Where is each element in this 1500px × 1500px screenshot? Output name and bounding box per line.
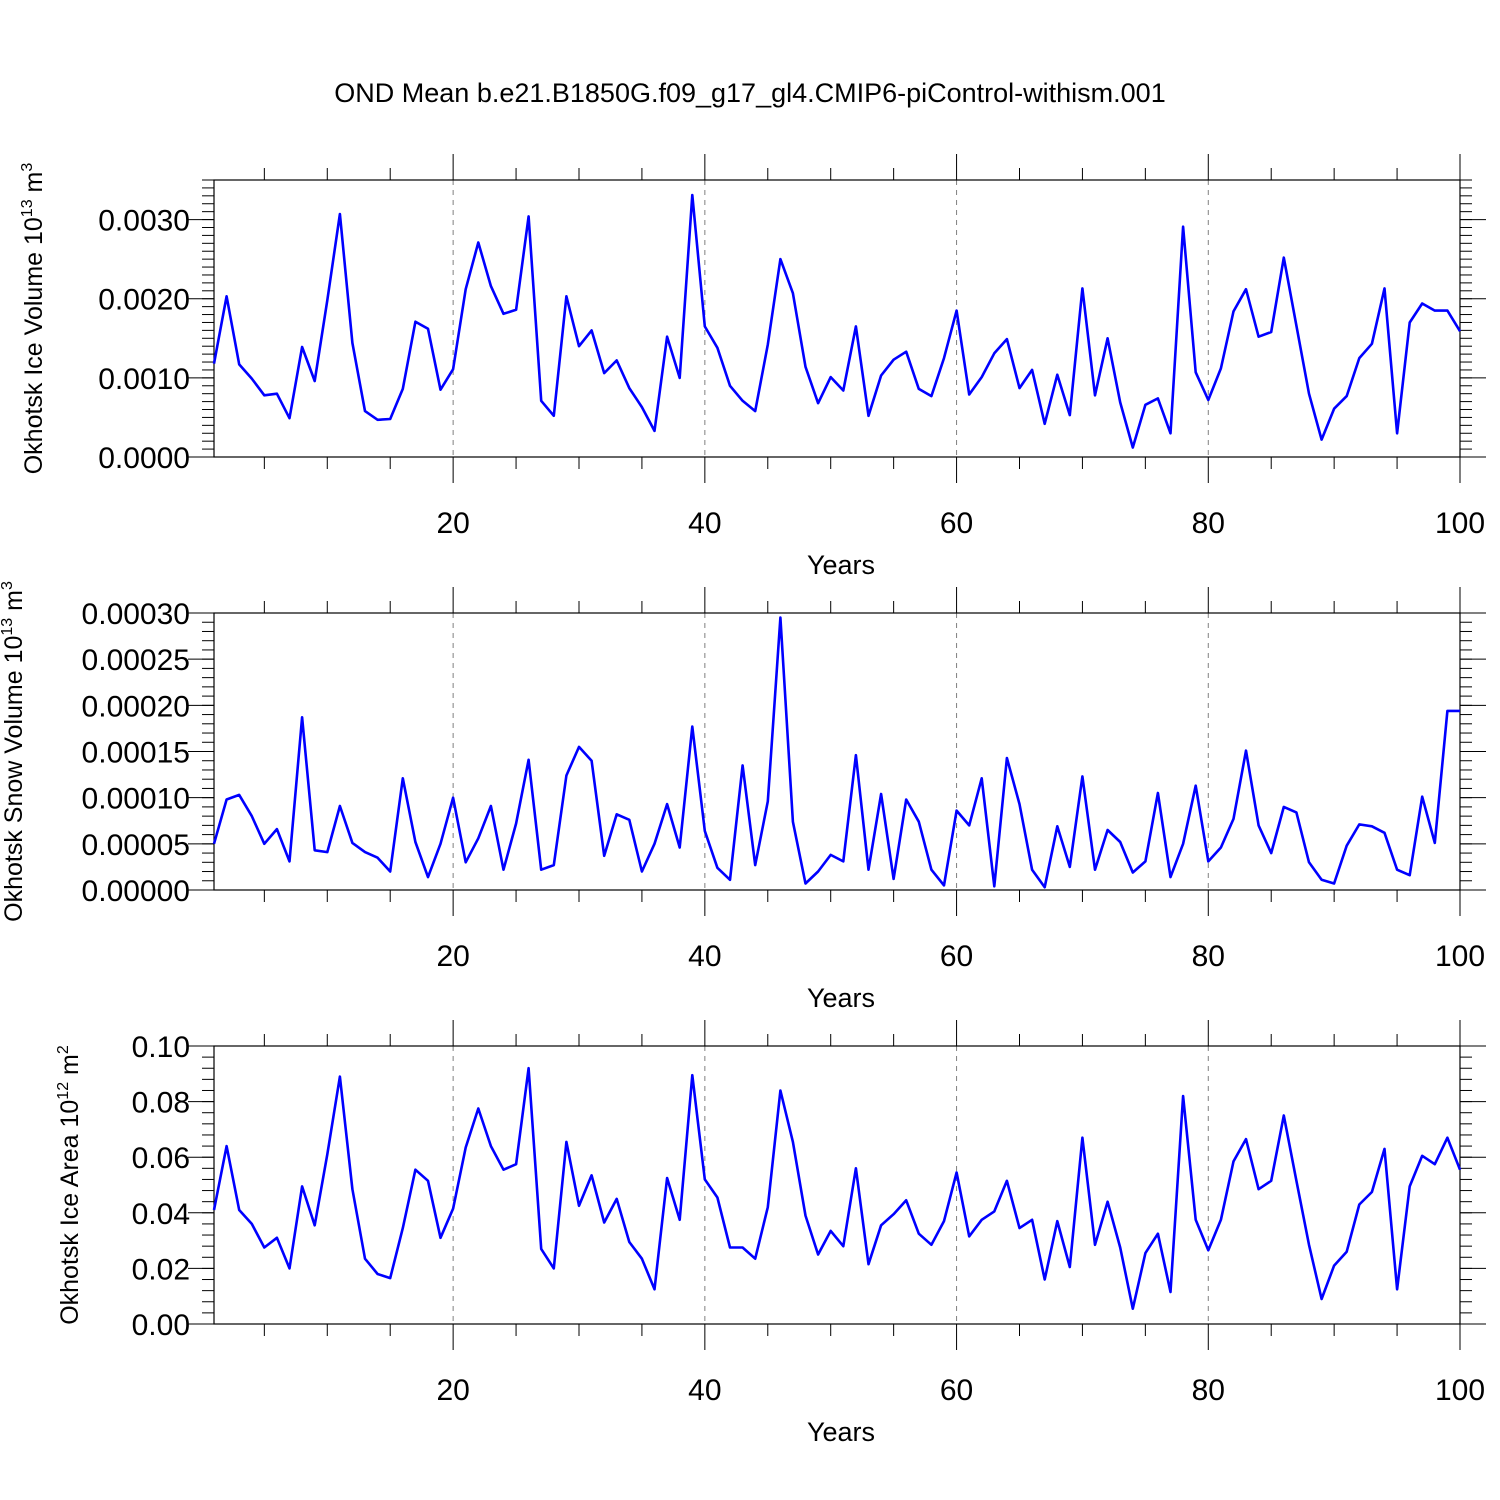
panel-ice-area: 20 40 60 80 100 Years 0.00 0.02 0.04 0.06 0.08 0.10… — [55, 1020, 1486, 1447]
y-tick-label: 0.00000 — [82, 875, 190, 908]
y-tick-label: 0.00 — [132, 1309, 190, 1342]
x-tick-label: 100 — [1435, 507, 1485, 540]
x-tick-label: 60 — [940, 507, 973, 540]
x-tick-label: 80 — [1192, 940, 1225, 973]
x-tick-label: 60 — [940, 1374, 973, 1407]
y-tick-label: 0.0030 — [98, 205, 190, 238]
x-tick-label: 80 — [1192, 507, 1225, 540]
series-line — [212, 616, 1460, 889]
x-tick-label: 100 — [1435, 940, 1485, 973]
x-tick-label: 40 — [688, 1374, 721, 1407]
y-tick-label: 0.02 — [132, 1253, 190, 1286]
x-tick-label: 40 — [688, 507, 721, 540]
y-tick-label: 0.06 — [132, 1142, 190, 1175]
plot-frame — [213, 1045, 1461, 1325]
y-tick-label: 0.00010 — [82, 783, 190, 816]
x-tick-label: 100 — [1435, 1374, 1485, 1407]
figure-title: OND Mean b.e21.B1850G.f09_g17_gl4.CMIP6-… — [334, 78, 1166, 108]
series-line — [212, 193, 1462, 449]
series-line — [212, 1066, 1462, 1310]
y-tick-label: 0.00030 — [82, 598, 190, 631]
x-axis-label: Years — [807, 983, 875, 1013]
y-tick-label: 0.0020 — [98, 284, 190, 317]
y-tick-label: 0.0010 — [98, 363, 190, 396]
y-tick-label: 0.08 — [132, 1087, 190, 1120]
y-tick-label: 0.10 — [132, 1031, 190, 1064]
y-axis-label: Okhotsk Ice Area 1012 m2 — [55, 1045, 84, 1325]
y-tick-label: 0.0000 — [98, 442, 190, 475]
x-tick-label: 20 — [436, 507, 469, 540]
x-tick-label: 60 — [940, 940, 973, 973]
y-tick-label: 0.00020 — [82, 690, 190, 723]
y-tick-label: 0.00025 — [82, 644, 190, 677]
x-tick-label: 40 — [688, 940, 721, 973]
x-tick-label: 80 — [1192, 1374, 1225, 1407]
x-axis-label: Years — [807, 550, 875, 580]
y-axis-label: Okhotsk Snow Volume 1013 m3 — [0, 581, 28, 922]
plot-frame — [213, 179, 1461, 458]
y-axis-label: Okhotsk Ice Volume 1013 m3 — [19, 163, 48, 475]
y-tick-label: 0.04 — [132, 1198, 190, 1231]
y-tick-label: 0.00015 — [82, 737, 190, 770]
x-tick-label: 20 — [436, 1374, 469, 1407]
x-tick-label: 20 — [436, 940, 469, 973]
x-axis-label: Years — [807, 1417, 875, 1447]
y-tick-label: 0.00005 — [82, 829, 190, 862]
panel-ice-volume: 20 40 60 80 100 Years 0.0000 0.0010 0.0020 0.0030… — [19, 154, 1486, 580]
panel-snow-volume: 20 40 60 80 100 Years 0.00000 0.00005 0.00010 0.0… — [0, 581, 1486, 1013]
